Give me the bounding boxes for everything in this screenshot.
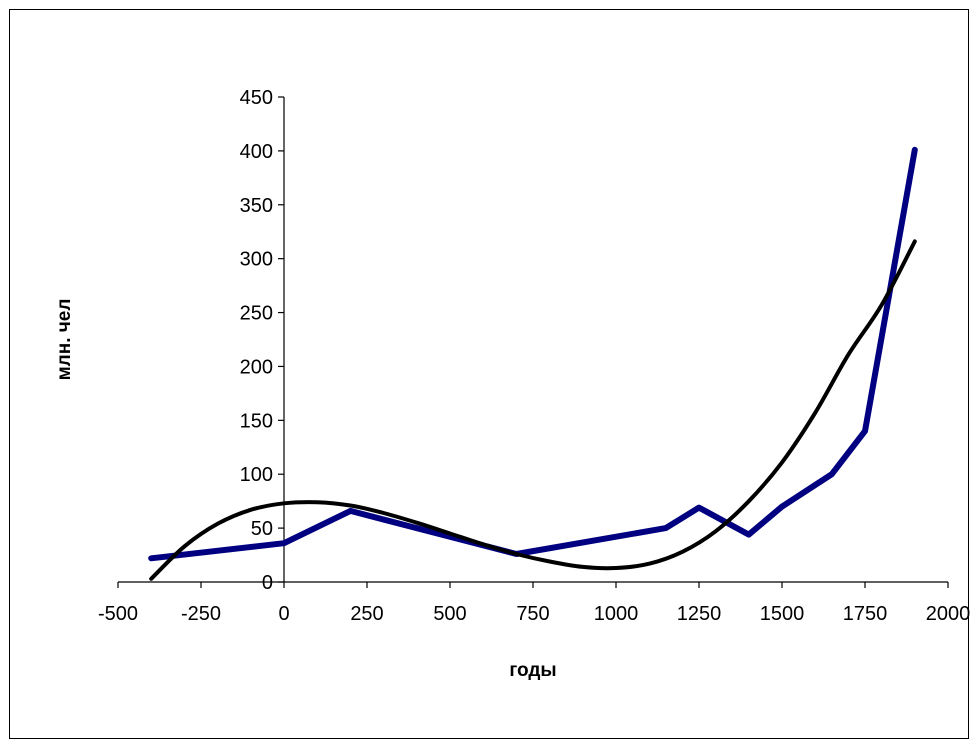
y-tick-label: 150 (240, 410, 273, 432)
y-tick-label: 450 (240, 87, 273, 109)
x-tick-label: 1000 (594, 603, 639, 625)
x-tick-label: 2000 (926, 603, 971, 625)
y-tick-label: 350 (240, 195, 273, 217)
y-tick-label: 100 (240, 464, 273, 486)
y-tick-label: 300 (240, 249, 273, 271)
x-tick-label: 1750 (843, 603, 888, 625)
series-line-trend (149, 239, 917, 581)
y-tick-label: 200 (240, 356, 273, 378)
x-tick-label: 1500 (760, 603, 805, 625)
y-tick-label: 250 (240, 303, 273, 325)
chart-frame (9, 9, 969, 739)
x-tick-label: -500 (98, 603, 138, 625)
x-axis-title: годы (509, 660, 556, 681)
x-tick-label: -250 (181, 603, 221, 625)
y-tick-label: 0 (262, 572, 273, 594)
x-tick-label: 1250 (677, 603, 722, 625)
y-axis-title: млн. чел (54, 299, 75, 381)
chart-series (148, 146, 918, 581)
x-tick-label: 0 (278, 603, 289, 625)
x-tick-label: 250 (350, 603, 383, 625)
series-line-data (148, 146, 918, 562)
x-tick-label: 500 (433, 603, 466, 625)
y-tick-label: 50 (251, 518, 273, 540)
x-tick-label: 750 (516, 603, 549, 625)
y-tick-label: 400 (240, 141, 273, 163)
chart-axes: -500 -250 0 250 500 750 1000 1250 1500 1750 2000 0 5… (98, 87, 970, 625)
